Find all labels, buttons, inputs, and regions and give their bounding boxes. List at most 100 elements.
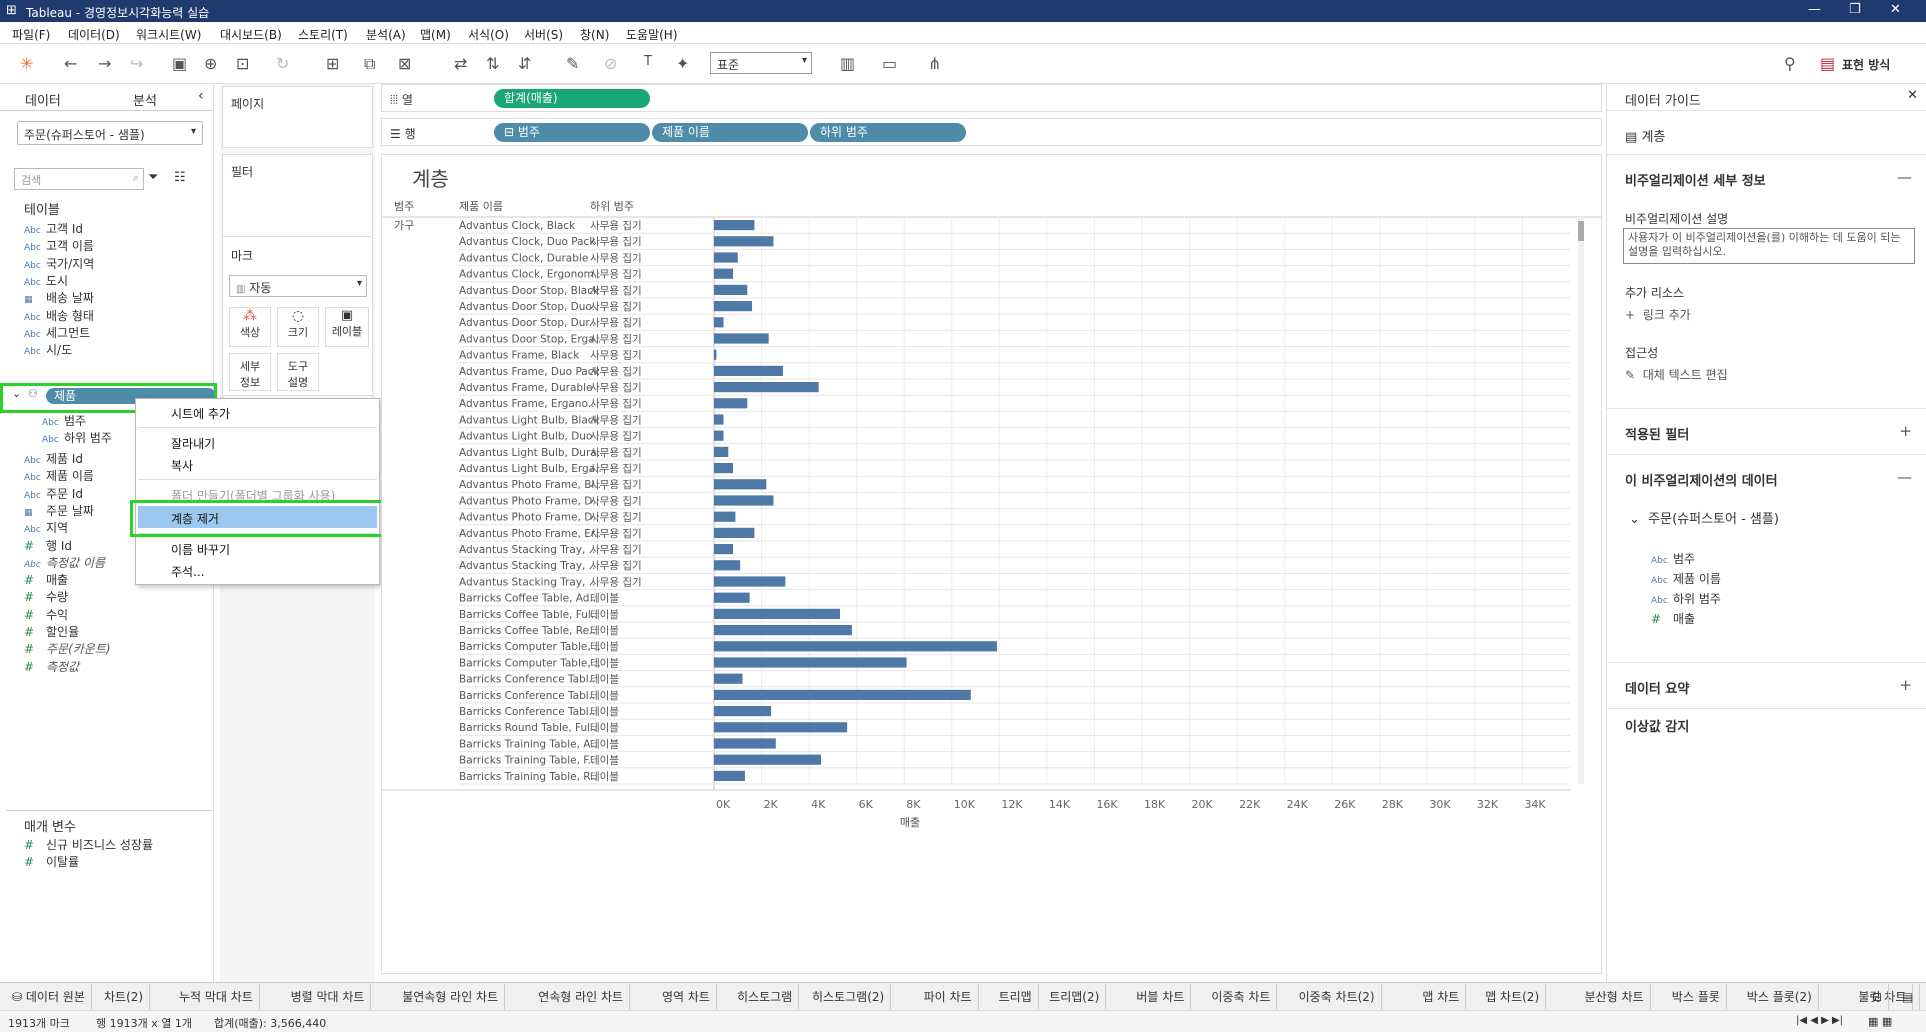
- field-item[interactable]: Abc 고객 Id: [24, 220, 83, 237]
- sheet-tab[interactable]: 이중축 차트: [1205, 984, 1278, 1010]
- menu-analysis[interactable]: 분석(A): [366, 28, 406, 42]
- save-icon[interactable]: ▣: [172, 54, 188, 73]
- bar[interactable]: [714, 657, 907, 668]
- group-icon[interactable]: ⊘: [604, 54, 618, 73]
- field-item[interactable]: # 수익: [24, 606, 68, 623]
- menu-item-copy[interactable]: 복사: [171, 459, 194, 473]
- menu-worksheet[interactable]: 워크시트(W): [136, 28, 202, 42]
- bar[interactable]: [714, 333, 769, 344]
- maximize-icon[interactable]: ❐: [1849, 2, 1861, 17]
- bar[interactable]: [714, 414, 724, 425]
- bar[interactable]: [714, 770, 745, 781]
- field-item[interactable]: Abc 시/도: [24, 341, 72, 358]
- pill-category[interactable]: ⊟ 범주: [494, 123, 650, 142]
- tab-analysis[interactable]: 분석: [133, 94, 157, 109]
- bar[interactable]: [714, 641, 997, 652]
- bar[interactable]: [714, 284, 748, 295]
- field-item[interactable]: Abc 국가/지역: [24, 255, 94, 272]
- bar[interactable]: [714, 430, 724, 441]
- alt-text-button[interactable]: ✎ 대체 텍스트 편집: [1625, 366, 1728, 383]
- bar[interactable]: [714, 738, 776, 749]
- menu-item-rename[interactable]: 이름 바꾸기: [171, 543, 231, 557]
- bar[interactable]: [714, 301, 753, 312]
- share-icon[interactable]: ⋔: [928, 54, 942, 73]
- sheet-tab[interactable]: 이중축 차트(2): [1293, 984, 1382, 1010]
- bar[interactable]: [714, 576, 786, 587]
- hierarchy-child-item[interactable]: Abc 범주: [42, 412, 86, 429]
- sheet-tab[interactable]: 박스 플롯(2): [1741, 984, 1819, 1010]
- rows-shelf[interactable]: ☰ 행 ⊟ 범주 제품 이름 하위 범주: [381, 118, 1602, 146]
- show-me-button[interactable]: 표현 방식: [1842, 58, 1891, 72]
- description-textarea[interactable]: 사용자가 이 비주얼리제이션을(를) 이해하는 데 도움이 되는 설명을 입력하…: [1623, 228, 1915, 264]
- expand-icon[interactable]: +: [1899, 422, 1912, 440]
- sheet-tab[interactable]: 불릿 차트: [1852, 984, 1914, 1010]
- filter-icon[interactable]: ⏷: [148, 170, 159, 185]
- menu-help[interactable]: 도움말(H): [626, 28, 678, 42]
- menu-file[interactable]: 파일(F): [12, 28, 51, 42]
- sheet-tab[interactable]: 불연속형 라인 차트: [396, 984, 506, 1010]
- pin-icon[interactable]: ✦: [676, 54, 690, 73]
- close-icon[interactable]: ✕: [1907, 88, 1918, 103]
- sheet-tab[interactable]: ⛁ 데이터 원본: [6, 984, 92, 1010]
- field-item[interactable]: # 매출: [24, 571, 68, 588]
- sheet-tab[interactable]: 박스 플롯: [1666, 984, 1727, 1010]
- sort-descending-icon[interactable]: ⇵: [518, 54, 532, 73]
- bar[interactable]: [714, 446, 729, 457]
- close-icon[interactable]: ✕: [1890, 2, 1901, 17]
- tab-data[interactable]: 데이터: [25, 94, 61, 109]
- menu-item-cut[interactable]: 잘라내기: [171, 437, 216, 451]
- menu-item-remove-hierarchy[interactable]: 계층 제거: [171, 512, 219, 526]
- scrollbar[interactable]: [1578, 217, 1584, 784]
- bar[interactable]: [714, 236, 774, 247]
- bar[interactable]: [714, 544, 734, 555]
- refresh-icon[interactable]: ↻: [276, 54, 290, 73]
- field-item[interactable]: Abc 고객 이름: [24, 237, 94, 254]
- field-item[interactable]: Abc 측정값 이름: [24, 554, 105, 571]
- bar[interactable]: [714, 511, 736, 522]
- pages-card[interactable]: 페이지: [222, 86, 373, 148]
- new-dashboard-icon[interactable]: ⊟: [1866, 984, 1890, 1010]
- field-item[interactable]: Abc 제품 Id: [24, 450, 83, 467]
- sheet-tab[interactable]: 연속형 라인 차트: [532, 984, 631, 1010]
- duplicate-sheet-icon[interactable]: ⧉: [364, 54, 376, 73]
- menu-dashboard[interactable]: 대시보드(B): [220, 28, 282, 42]
- field-item[interactable]: Abc 도시: [24, 272, 68, 289]
- bar[interactable]: [714, 495, 774, 506]
- sheet-tab[interactable]: 버블 차트: [1130, 984, 1192, 1010]
- collapse-icon[interactable]: —: [1897, 468, 1912, 486]
- pause-update-icon[interactable]: ⊡: [236, 54, 250, 73]
- sheet-tab[interactable]: 분산형 차트: [1579, 984, 1651, 1010]
- detail-button[interactable]: 세부 정보: [229, 353, 271, 391]
- add-link-button[interactable]: + 링크 추가: [1625, 306, 1691, 323]
- search-input[interactable]: 검색 ⌕: [14, 168, 144, 190]
- show-labels-icon[interactable]: T: [644, 54, 652, 69]
- chevron-down-icon[interactable]: ⌄: [12, 387, 22, 400]
- columns-shelf[interactable]: ⦙⦙⦙ 열 합계(매출): [381, 84, 1602, 112]
- bar[interactable]: [714, 479, 767, 490]
- bar[interactable]: [714, 625, 852, 636]
- bar[interactable]: [714, 592, 750, 603]
- datasource-select[interactable]: 주문(슈퍼스토어 - 샘플) ▾: [17, 121, 203, 145]
- new-story-icon[interactable]: ▤: [1896, 984, 1921, 1010]
- bar[interactable]: [714, 560, 741, 571]
- field-item[interactable]: Abc 지역: [24, 519, 68, 536]
- menu-server[interactable]: 서버(S): [524, 28, 564, 42]
- menu-map[interactable]: 맵(M): [420, 28, 451, 42]
- color-button[interactable]: ⁂ 색상: [229, 307, 271, 347]
- undo-icon[interactable]: ←: [64, 54, 78, 73]
- collapse-icon[interactable]: —: [1897, 168, 1912, 186]
- pill-sum-sales[interactable]: 합계(매출): [494, 89, 650, 108]
- replay-icon[interactable]: ↪: [130, 54, 144, 73]
- swap-icon[interactable]: ⇄: [454, 54, 468, 73]
- sort-ascending-icon[interactable]: ⇅: [486, 54, 500, 73]
- field-item[interactable]: Abc 세그먼트: [24, 324, 90, 341]
- bar[interactable]: [714, 317, 724, 328]
- tab-nav-icon[interactable]: |◀ ◀ ▶ ▶|: [1796, 1015, 1844, 1026]
- tableau-home-icon[interactable]: ✳: [20, 54, 34, 73]
- format-painter-icon[interactable]: ⚲: [1784, 54, 1796, 73]
- sheet-tab[interactable]: 영역 차트: [656, 984, 717, 1010]
- tooltip-button[interactable]: 도구 설명: [277, 353, 319, 391]
- menu-item-add-to-sheet[interactable]: 시트에 추가: [171, 407, 231, 421]
- view-options-icon[interactable]: ☷: [174, 170, 186, 185]
- bar[interactable]: [714, 463, 734, 474]
